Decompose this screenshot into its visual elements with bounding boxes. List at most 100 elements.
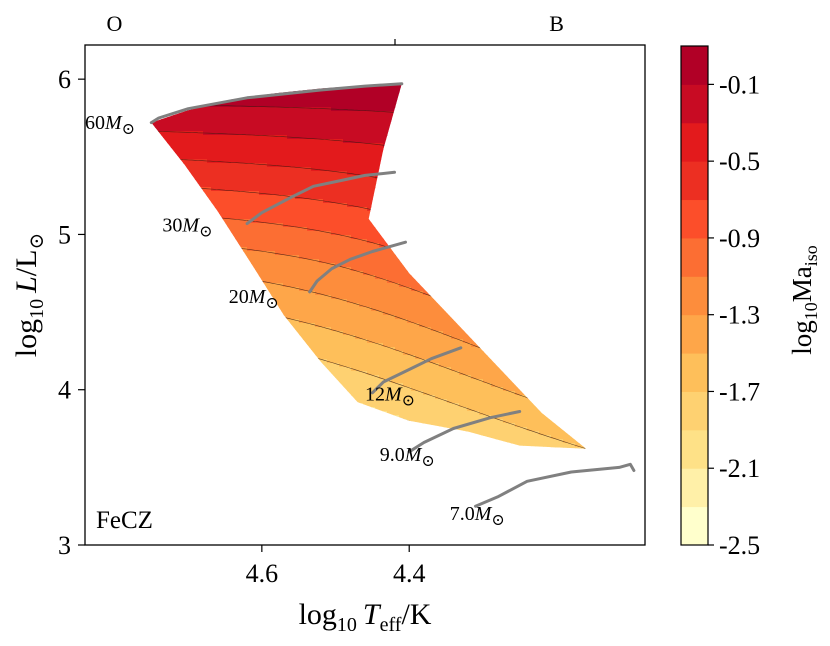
contour-cell — [331, 195, 336, 200]
contour-cell — [331, 303, 336, 308]
contour-cell — [195, 143, 200, 148]
contour-cell — [299, 275, 304, 280]
contour-cell — [263, 283, 268, 288]
contour-cell — [307, 287, 312, 292]
contour-cell — [183, 135, 188, 140]
contour-cell — [227, 131, 232, 136]
contour-cell — [299, 179, 304, 184]
contour-cell — [315, 351, 320, 356]
contour-cell — [219, 211, 224, 216]
contour-cell — [307, 151, 312, 156]
contour-cell — [267, 211, 272, 216]
contour-cell — [223, 151, 228, 156]
contour-cell — [163, 119, 168, 124]
contour-cell — [331, 111, 336, 116]
contour-cell — [223, 187, 228, 192]
contour-cell — [287, 271, 292, 276]
contour-cell — [247, 235, 252, 240]
contour-cell — [307, 247, 312, 252]
contour-cell — [319, 147, 324, 152]
contour-cell — [323, 279, 328, 284]
contour-cell — [303, 235, 308, 240]
contour-cell — [243, 183, 248, 188]
contour-cell — [271, 243, 276, 248]
contour-cell — [303, 115, 308, 120]
contour-cell — [179, 135, 184, 140]
contour-cell — [327, 107, 332, 112]
contour-cell — [211, 151, 216, 156]
contour-cell — [347, 95, 352, 100]
contour-cell — [355, 247, 360, 252]
contour-cell — [287, 167, 292, 172]
contour-cell — [283, 175, 288, 180]
contour-cell — [207, 151, 212, 156]
contour-cell — [331, 255, 336, 260]
contour-cell — [351, 251, 356, 256]
contour-cell — [267, 151, 272, 156]
contour-cell — [323, 211, 328, 216]
contour-cell — [291, 199, 296, 204]
contour-cell — [355, 151, 360, 156]
contour-cell — [295, 299, 300, 304]
contour-cell — [335, 343, 340, 348]
contour-cell — [255, 267, 260, 272]
contour-cell — [355, 331, 360, 336]
contour-cell — [191, 155, 196, 160]
contour-cell — [339, 219, 344, 224]
contour-cell — [347, 159, 352, 164]
contour-cell — [351, 343, 356, 348]
contour-cell — [331, 135, 336, 140]
contour-cell — [355, 287, 360, 292]
contour-cell — [287, 219, 292, 224]
contour-cell — [231, 163, 236, 168]
contour-cell — [263, 191, 268, 196]
contour-cell — [187, 135, 192, 140]
contour-cell — [319, 195, 324, 200]
contour-cell — [271, 159, 276, 164]
contour-cell — [355, 191, 360, 196]
contour-cell — [307, 199, 312, 204]
contour-cell — [279, 207, 284, 212]
contour-cell — [295, 155, 300, 160]
contour-cell — [307, 275, 312, 280]
contour-cell — [179, 155, 184, 160]
contour-cell — [295, 123, 300, 128]
contour-cell — [155, 123, 160, 128]
contour-cell — [299, 123, 304, 128]
contour-cell — [291, 299, 296, 304]
contour-cell — [247, 199, 252, 204]
contour-cell — [311, 123, 316, 128]
contour-cell — [231, 195, 236, 200]
contour-cell — [323, 275, 328, 280]
contour-cell — [283, 127, 288, 132]
contour-cell — [351, 359, 356, 364]
contour-cell — [331, 123, 336, 128]
contour-cell — [227, 111, 232, 116]
contour-cell — [291, 203, 296, 208]
contour-cell — [255, 147, 260, 152]
contour-cell — [319, 247, 324, 252]
contour-cell — [215, 207, 220, 212]
contour-cell — [239, 243, 244, 248]
contour-cell — [271, 223, 276, 228]
contour-cell — [263, 171, 268, 176]
contour-cell — [307, 211, 312, 216]
contour-cell — [355, 187, 360, 192]
contour-cell — [199, 151, 204, 156]
contour-cell — [311, 203, 316, 208]
contour-cell — [323, 155, 328, 160]
contour-cell — [331, 131, 336, 136]
contour-cell — [303, 339, 308, 344]
contour-cell — [315, 247, 320, 252]
contour-cell — [255, 175, 260, 180]
contour-cell — [355, 231, 360, 236]
contour-cell — [327, 211, 332, 216]
contour-cell — [251, 103, 256, 108]
contour-cell — [343, 239, 348, 244]
contour-cell — [335, 191, 340, 196]
contour-cell — [183, 139, 188, 144]
contour-cell — [347, 107, 352, 112]
contour-cell — [219, 199, 224, 204]
contour-cell — [327, 207, 332, 212]
